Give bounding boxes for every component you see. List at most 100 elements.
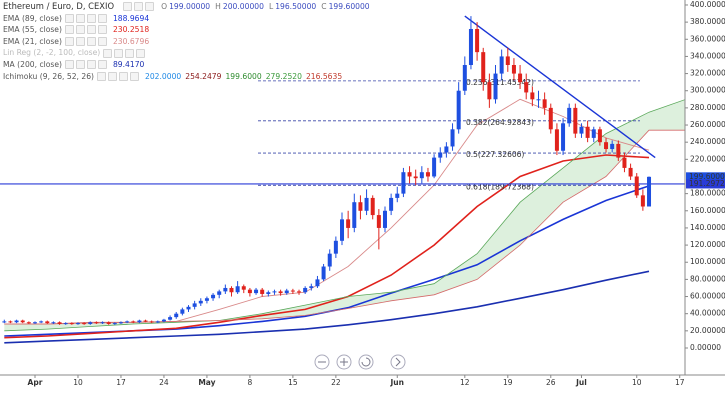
candle-body (290, 290, 295, 292)
candle-body (370, 197, 375, 216)
candle-body (180, 309, 185, 314)
candle-body (32, 322, 37, 324)
candle-body (407, 172, 412, 177)
legend-icon (64, 13, 74, 23)
ohlc-key: C (321, 2, 327, 11)
candle-body (204, 298, 209, 301)
legend-name: EMA (21, close) (3, 36, 62, 46)
candle-body (223, 287, 228, 292)
y-tick-label: 400.00000 (690, 0, 725, 9)
y-tick-label: 280.00000 (690, 103, 725, 112)
y-tick-label: 240.00000 (690, 137, 725, 146)
fib-level-label: 0.382(264.92843) (466, 118, 534, 127)
candle-body (610, 143, 615, 150)
candle-body (229, 287, 234, 293)
x-tick-label: 10 (632, 378, 642, 387)
nav-controls[interactable] (314, 354, 406, 370)
candle-body (628, 167, 633, 177)
x-tick-label: May (198, 378, 215, 387)
candle-body (450, 129, 455, 147)
candle-body (241, 286, 246, 290)
y-tick-label: 260.00000 (690, 120, 725, 129)
candle-body (8, 321, 13, 323)
candle-body (604, 142, 609, 150)
legend: Ethereum / Euro, D, CEXIO O 199.00000 H 200.… (3, 1, 370, 82)
candle-body (542, 99, 547, 108)
price-label-box (686, 172, 725, 182)
candle-body (2, 321, 7, 323)
plot-area: 0.236(311.45342) 0.382(264.92843) 0.5(227.… (0, 15, 685, 344)
legend-icon (86, 25, 96, 35)
candle-body (530, 92, 535, 100)
candle-body (69, 323, 74, 325)
candle-body (340, 219, 345, 241)
x-tick-label: 26 (546, 378, 556, 387)
legend-icon (75, 60, 85, 70)
legend-title-row: Ethereum / Euro, D, CEXIO O 199.00000 H 200.… (3, 1, 370, 13)
candle-body (456, 90, 461, 130)
fib-level-label: 0.236(311.45342) (466, 78, 534, 87)
candle-body (554, 129, 559, 151)
candle-body (573, 107, 578, 134)
candle-body (567, 107, 572, 124)
scroll-right-button[interactable] (390, 354, 406, 370)
legend-icon (97, 37, 107, 47)
price-label: 199.60000 (689, 172, 725, 181)
candle-body (106, 322, 111, 324)
x-tick-label: 17 (116, 378, 126, 387)
candle-body (174, 313, 179, 318)
candle-body (591, 129, 596, 138)
legend-icon (123, 2, 133, 12)
candle-body (192, 303, 197, 307)
y-tick-label: 160.00000 (690, 206, 725, 215)
candle-body (327, 253, 332, 267)
legend-icon (75, 25, 85, 35)
candle-body (493, 73, 498, 100)
candle-body (419, 172, 424, 179)
legend-name: Ichimoku (9, 26, 52, 26) (3, 71, 94, 81)
y-tick-label: 40.00000 (690, 309, 725, 318)
candle-body (303, 287, 308, 293)
candle-body (137, 320, 142, 323)
legend-value: 230.6796 (112, 36, 150, 46)
legend-icon (75, 13, 85, 23)
legend-row: Lin Reg (2, -2, 100, close) (3, 47, 370, 59)
x-tick-label: 24 (159, 378, 169, 387)
reset-button[interactable] (358, 354, 374, 370)
candle-body (247, 289, 252, 294)
legend-icon (103, 48, 113, 58)
ohlc-key: O (161, 2, 168, 11)
legend-row: EMA (55, close) 230.2518 (3, 24, 370, 36)
candle-body (536, 99, 541, 101)
candle-body (254, 289, 259, 294)
candle-body (149, 321, 154, 323)
candle-body (100, 322, 105, 324)
legend-row: Ichimoku (9, 26, 52, 26) 202.0000 254.2479… (3, 71, 370, 83)
legend-value: 216.5635 (305, 71, 343, 81)
y-tick-label: 120.00000 (690, 240, 725, 249)
candle-body (376, 215, 381, 228)
candle-body (622, 157, 627, 168)
candle-body (321, 266, 326, 280)
candle-body (395, 193, 400, 198)
icon (361, 357, 371, 367)
candle-body (358, 202, 363, 211)
legend-row: EMA (89, close) 188.9694 (3, 13, 370, 25)
legend-name: Lin Reg (2, -2, 100, close) (3, 48, 101, 58)
legend-row: EMA (21, close) 230.6796 (3, 36, 370, 48)
candle-body (278, 291, 283, 294)
candle-body (14, 320, 19, 323)
y-tick-label: 60.00000 (690, 292, 725, 301)
indicator-line (4, 270, 650, 344)
candle-body (198, 300, 203, 304)
candle-body (82, 323, 87, 325)
legend-icon (86, 60, 96, 70)
ohlc-value: 199.60000 (328, 2, 370, 11)
candle-body (413, 176, 418, 179)
candle-body (57, 322, 62, 324)
candle-body (505, 56, 510, 66)
candle-body (45, 321, 50, 324)
candle-body (118, 322, 123, 324)
